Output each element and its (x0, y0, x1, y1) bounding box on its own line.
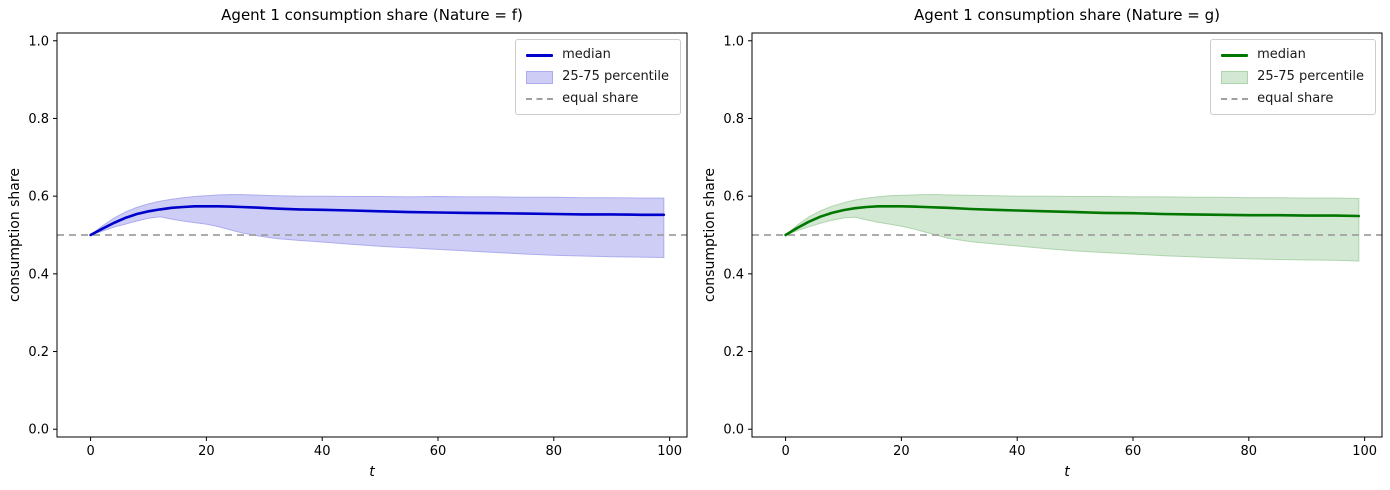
y-tick-label: 0.0 (28, 423, 49, 438)
x-tick-label: 60 (430, 444, 447, 459)
legend-item-median: median (1221, 48, 1364, 62)
y-tick-label: 1.0 (28, 34, 49, 49)
plot-area: 0 20 40 60 80 100 0.0 0.2 0.4 0.6 0.8 1.0 (28, 32, 688, 459)
legend-label-equal-share: equal share (562, 91, 639, 106)
legend-item-median: median (526, 48, 669, 62)
legend-label-percentile-band: 25-75 percentile (1257, 69, 1364, 84)
y-tick-label: 0.8 (723, 112, 744, 127)
x-tick-label: 20 (893, 444, 910, 459)
legend-item-equal-share: equal share (1221, 92, 1364, 106)
median-line-swatch (1221, 53, 1249, 57)
percentile-band (90, 194, 665, 259)
median-line (89, 205, 666, 237)
legend-label-equal-share: equal share (1257, 91, 1334, 106)
y-tick-label: 0.6 (723, 190, 744, 205)
x-tick-label: 80 (546, 444, 563, 459)
percentile-band-swatch (1221, 70, 1249, 84)
x-tick-label: 0 (86, 444, 94, 459)
y-tick-label: 0.6 (28, 190, 49, 205)
legend-item-percentile-band: 25-75 percentile (526, 70, 669, 84)
equal-share-line-swatch (526, 98, 554, 100)
y-tick-label: 0.4 (723, 267, 744, 282)
legend-label-median: median (562, 47, 611, 62)
median-line-swatch (526, 53, 554, 57)
y-tick-label: 0.4 (28, 267, 49, 282)
chart-panel-nature-g: Agent 1 consumption share (Nature = g) c… (695, 0, 1390, 490)
x-tick-label: 80 (1241, 444, 1258, 459)
median-line (784, 205, 1361, 237)
legend-label-median: median (1257, 47, 1306, 62)
chart-title: Agent 1 consumption share (Nature = f) (221, 6, 523, 24)
x-tick-label: 40 (1009, 444, 1026, 459)
x-axis-label: t (1064, 464, 1070, 480)
x-tick-label: 40 (314, 444, 331, 459)
chart-panel-nature-f: Agent 1 consumption share (Nature = f) c… (7, 6, 688, 480)
percentile-band (785, 194, 1360, 262)
legend-label-percentile-band: 25-75 percentile (562, 69, 669, 84)
x-tick-label: 60 (1125, 444, 1142, 459)
legend-item-percentile-band: 25-75 percentile (1221, 70, 1364, 84)
legend-item-equal-share: equal share (526, 92, 669, 106)
plot-area: 0 20 40 60 80 100 0.0 0.2 0.4 0.6 0.8 1.0 (723, 32, 1383, 459)
percentile-band-swatch (526, 70, 554, 84)
x-tick-label: 0 (781, 444, 789, 459)
x-axis-label: t (369, 464, 375, 480)
y-tick-label: 1.0 (723, 34, 744, 49)
equal-share-line-swatch (1221, 98, 1249, 100)
x-tick-label: 100 (1352, 444, 1377, 459)
legend: median 25-75 percentile equal share (515, 39, 681, 115)
y-tick-label: 0.2 (28, 345, 49, 360)
y-tick-label: 0.0 (723, 423, 744, 438)
axes-spines (751, 32, 1383, 438)
legend: median 25-75 percentile equal share (1210, 39, 1376, 115)
x-tick-label: 20 (198, 444, 215, 459)
axes-spines (56, 32, 688, 438)
y-tick-label: 0.8 (28, 112, 49, 127)
chart-title: Agent 1 consumption share (Nature = g) (914, 6, 1220, 24)
x-tick-label: 100 (657, 444, 682, 459)
y-tick-label: 0.2 (723, 345, 744, 360)
